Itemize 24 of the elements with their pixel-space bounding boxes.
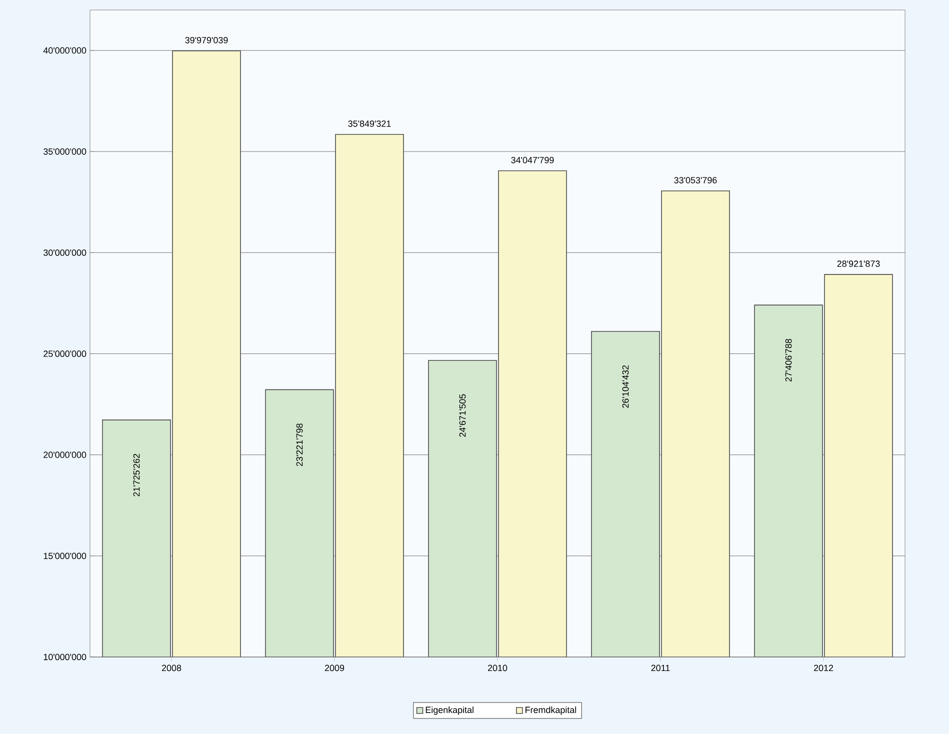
x-tick-label: 2010: [488, 664, 508, 672]
data-label: 39'979'039: [185, 36, 228, 44]
y-tick-label: 40'000'000: [43, 47, 86, 54]
x-tick-label: 2009: [324, 664, 344, 672]
data-label: 26'104'432: [622, 365, 629, 408]
data-label: 23'221'798: [296, 424, 303, 466]
data-label: 28'921'873: [837, 260, 880, 267]
data-label: 24'671'505: [459, 394, 466, 437]
y-tick-label: 10'000'000: [44, 654, 86, 660]
data-label: 34'047'799: [511, 156, 554, 164]
y-tick-label: 25'000'000: [44, 350, 86, 357]
x-tick-label: 2011: [651, 664, 670, 672]
data-label: 21'725'262: [133, 454, 140, 496]
data-label: 35'849'321: [348, 120, 391, 127]
y-tick-label: 35'000'000: [44, 148, 86, 155]
y-tick-label: 15'000'000: [44, 552, 86, 560]
y-tick-label: 30'000'000: [44, 249, 86, 256]
x-tick-label: 2012: [814, 664, 834, 672]
x-tick-label: 2008: [162, 664, 182, 672]
y-tick-label: 20'000'000: [44, 452, 86, 458]
legend-label: Eigenkapital: [426, 706, 474, 715]
data-label: 27'406'788: [785, 338, 792, 382]
data-label: 33'053'796: [674, 177, 717, 184]
legend-label: Fremdkapital: [526, 706, 576, 715]
